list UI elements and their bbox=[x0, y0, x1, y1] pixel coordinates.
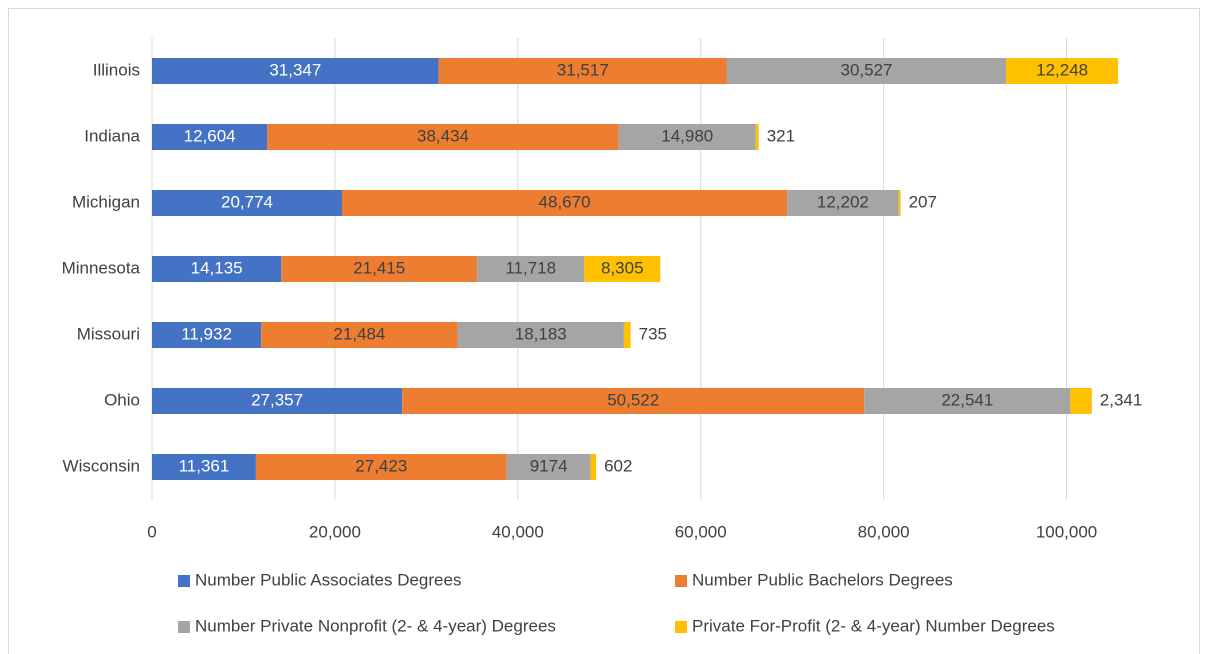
bar-segment bbox=[281, 256, 478, 282]
bar-segment bbox=[255, 454, 507, 480]
legend-swatch bbox=[178, 621, 190, 633]
bar-segment bbox=[1070, 388, 1092, 414]
y-tick-label: Ohio bbox=[104, 390, 140, 409]
bar-segment bbox=[152, 256, 282, 282]
x-tick-label: 80,000 bbox=[858, 522, 910, 541]
data-label: 11,932 bbox=[181, 324, 232, 343]
bar-segment bbox=[477, 256, 585, 282]
x-tick-label: 40,000 bbox=[492, 522, 544, 541]
bar-segment bbox=[590, 454, 597, 480]
legend-label: Number Public Associates Degrees bbox=[195, 570, 461, 589]
bar-segment bbox=[152, 388, 403, 414]
bar-segment bbox=[457, 322, 624, 348]
data-label: 48,670 bbox=[539, 192, 591, 211]
data-label: 2,341 bbox=[1100, 390, 1143, 409]
legend-label: Number Public Bachelors Degrees bbox=[692, 570, 953, 589]
bar-segment bbox=[618, 124, 756, 150]
bar-segment bbox=[438, 58, 727, 84]
chart-frame bbox=[8, 8, 1200, 654]
data-label: 602 bbox=[604, 456, 632, 475]
y-tick-label: Indiana bbox=[84, 126, 140, 145]
data-label: 14,135 bbox=[191, 258, 243, 277]
bar-segment bbox=[152, 454, 256, 480]
data-label: 14,980 bbox=[661, 126, 713, 145]
bar-segment bbox=[152, 124, 268, 150]
bar-segment bbox=[402, 388, 865, 414]
data-label: 8,305 bbox=[601, 258, 644, 277]
data-label: 11,718 bbox=[505, 258, 556, 277]
bar-segment bbox=[726, 58, 1007, 84]
bar-segment bbox=[898, 190, 901, 216]
data-label: 50,522 bbox=[607, 390, 659, 409]
bar-segment bbox=[584, 256, 661, 282]
bar-segment bbox=[506, 454, 591, 480]
bar-segment bbox=[341, 190, 788, 216]
data-label: 321 bbox=[767, 126, 795, 145]
bar-segment bbox=[787, 190, 899, 216]
bar-segment bbox=[864, 388, 1071, 414]
data-label: 12,604 bbox=[184, 126, 236, 145]
y-tick-label: Wisconsin bbox=[63, 456, 140, 475]
legend-swatch bbox=[675, 621, 687, 633]
legend-label: Number Private Nonprofit (2- & 4-year) D… bbox=[195, 616, 556, 635]
bar-segment bbox=[755, 124, 759, 150]
data-label: 21,484 bbox=[333, 324, 385, 343]
legend-swatch bbox=[675, 575, 687, 587]
data-label: 30,527 bbox=[841, 60, 893, 79]
bar-segment bbox=[623, 322, 631, 348]
data-label: 18,183 bbox=[515, 324, 567, 343]
bar-segment bbox=[152, 322, 262, 348]
y-tick-label: Illinois bbox=[93, 60, 140, 79]
data-label: 27,423 bbox=[355, 456, 407, 475]
data-label: 735 bbox=[639, 324, 667, 343]
data-label: 207 bbox=[909, 192, 937, 211]
x-tick-label: 0 bbox=[147, 522, 156, 541]
x-tick-label: 20,000 bbox=[309, 522, 361, 541]
bar-segment bbox=[152, 190, 342, 216]
x-tick-label: 60,000 bbox=[675, 522, 727, 541]
data-label: 31,347 bbox=[269, 60, 321, 79]
data-label: 27,357 bbox=[251, 390, 303, 409]
data-label: 21,415 bbox=[353, 258, 405, 277]
legend-swatch bbox=[178, 575, 190, 587]
y-tick-label: Michigan bbox=[72, 192, 140, 211]
x-tick-label: 100,000 bbox=[1036, 522, 1097, 541]
bar-segment bbox=[152, 58, 439, 84]
y-tick-label: Minnesota bbox=[62, 258, 141, 277]
y-tick-label: Missouri bbox=[77, 324, 140, 343]
data-label: 9174 bbox=[530, 456, 568, 475]
data-label: 38,434 bbox=[417, 126, 469, 145]
bar-segment bbox=[1006, 58, 1119, 84]
data-label: 12,202 bbox=[817, 192, 869, 211]
legend-label: Private For-Profit (2- & 4-year) Number … bbox=[692, 616, 1055, 635]
data-label: 11,361 bbox=[179, 456, 230, 475]
bar-segment bbox=[267, 124, 619, 150]
data-label: 22,541 bbox=[941, 390, 993, 409]
data-label: 12,248 bbox=[1036, 60, 1088, 79]
data-label: 20,774 bbox=[221, 192, 273, 211]
bar-segment bbox=[261, 322, 458, 348]
data-label: 31,517 bbox=[557, 60, 609, 79]
